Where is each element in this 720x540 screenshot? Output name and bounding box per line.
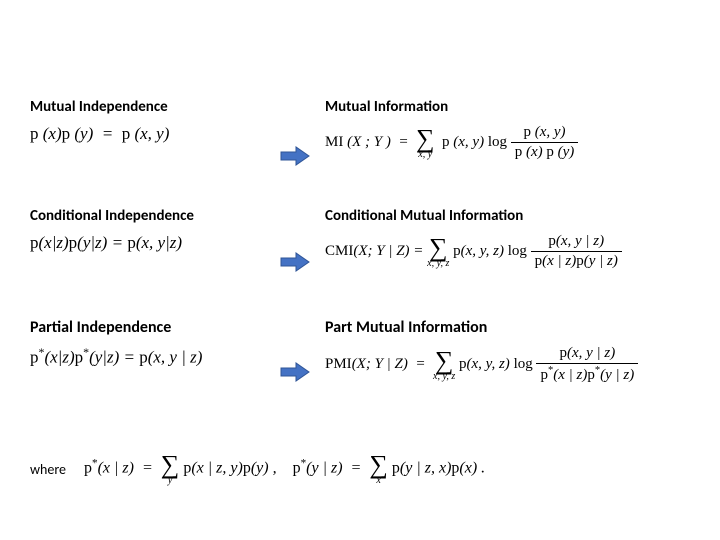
right-heading: Mutual Information — [325, 98, 720, 116]
right-equation: MI (X ; Y ) = ∑x, y p (x, y) log p (x, y… — [325, 124, 720, 161]
right-equation: CMI(X; Y | Z) = ∑x, y, z p(x, y, z) log … — [325, 233, 720, 270]
arrow-icon — [280, 362, 310, 382]
left-equation: p(x|z)p(y|z) = p(x, y|z) — [30, 233, 275, 253]
concept-row: Conditional Independence p(x|z)p(y|z) = p… — [0, 207, 720, 270]
left-column: Mutual Independence p (x)p (y) = p (x, y) — [0, 98, 275, 161]
where-label: where — [30, 461, 66, 478]
right-heading: Conditional Mutual Information — [325, 207, 720, 225]
right-column: Mutual Information MI (X ; Y ) = ∑x, y p … — [275, 98, 720, 161]
right-column: Conditional Mutual Information CMI(X; Y |… — [275, 207, 720, 270]
left-column: Conditional Independence p(x|z)p(y|z) = p… — [0, 207, 275, 270]
right-equation: PMI(X; Y | Z) = ∑x, y, z p(x, y, z) log … — [325, 345, 720, 384]
where-row: where p*(x | z) = ∑y p(x | z, y)p(y) , p*… — [30, 452, 485, 486]
left-heading: Mutual Independence — [30, 98, 275, 116]
right-heading: Part Mutual Information — [325, 318, 720, 337]
left-equation: p*(x|z)p*(y|z) = p(x, y | z) — [30, 345, 275, 368]
right-column: Part Mutual Information PMI(X; Y | Z) = ∑… — [275, 318, 720, 384]
arrow-icon — [280, 146, 310, 166]
left-heading: Conditional Independence — [30, 207, 275, 225]
left-column: Partial Independence p*(x|z)p*(y|z) = p(x… — [0, 318, 275, 384]
where-equation: p*(x | z) = ∑y p(x | z, y)p(y) , p*(y | … — [84, 452, 485, 486]
concept-row: Mutual Independence p (x)p (y) = p (x, y)… — [0, 98, 720, 161]
concept-row: Partial Independence p*(x|z)p*(y|z) = p(x… — [0, 318, 720, 384]
arrow-icon — [280, 252, 310, 272]
left-heading: Partial Independence — [30, 318, 275, 337]
left-equation: p (x)p (y) = p (x, y) — [30, 124, 275, 144]
